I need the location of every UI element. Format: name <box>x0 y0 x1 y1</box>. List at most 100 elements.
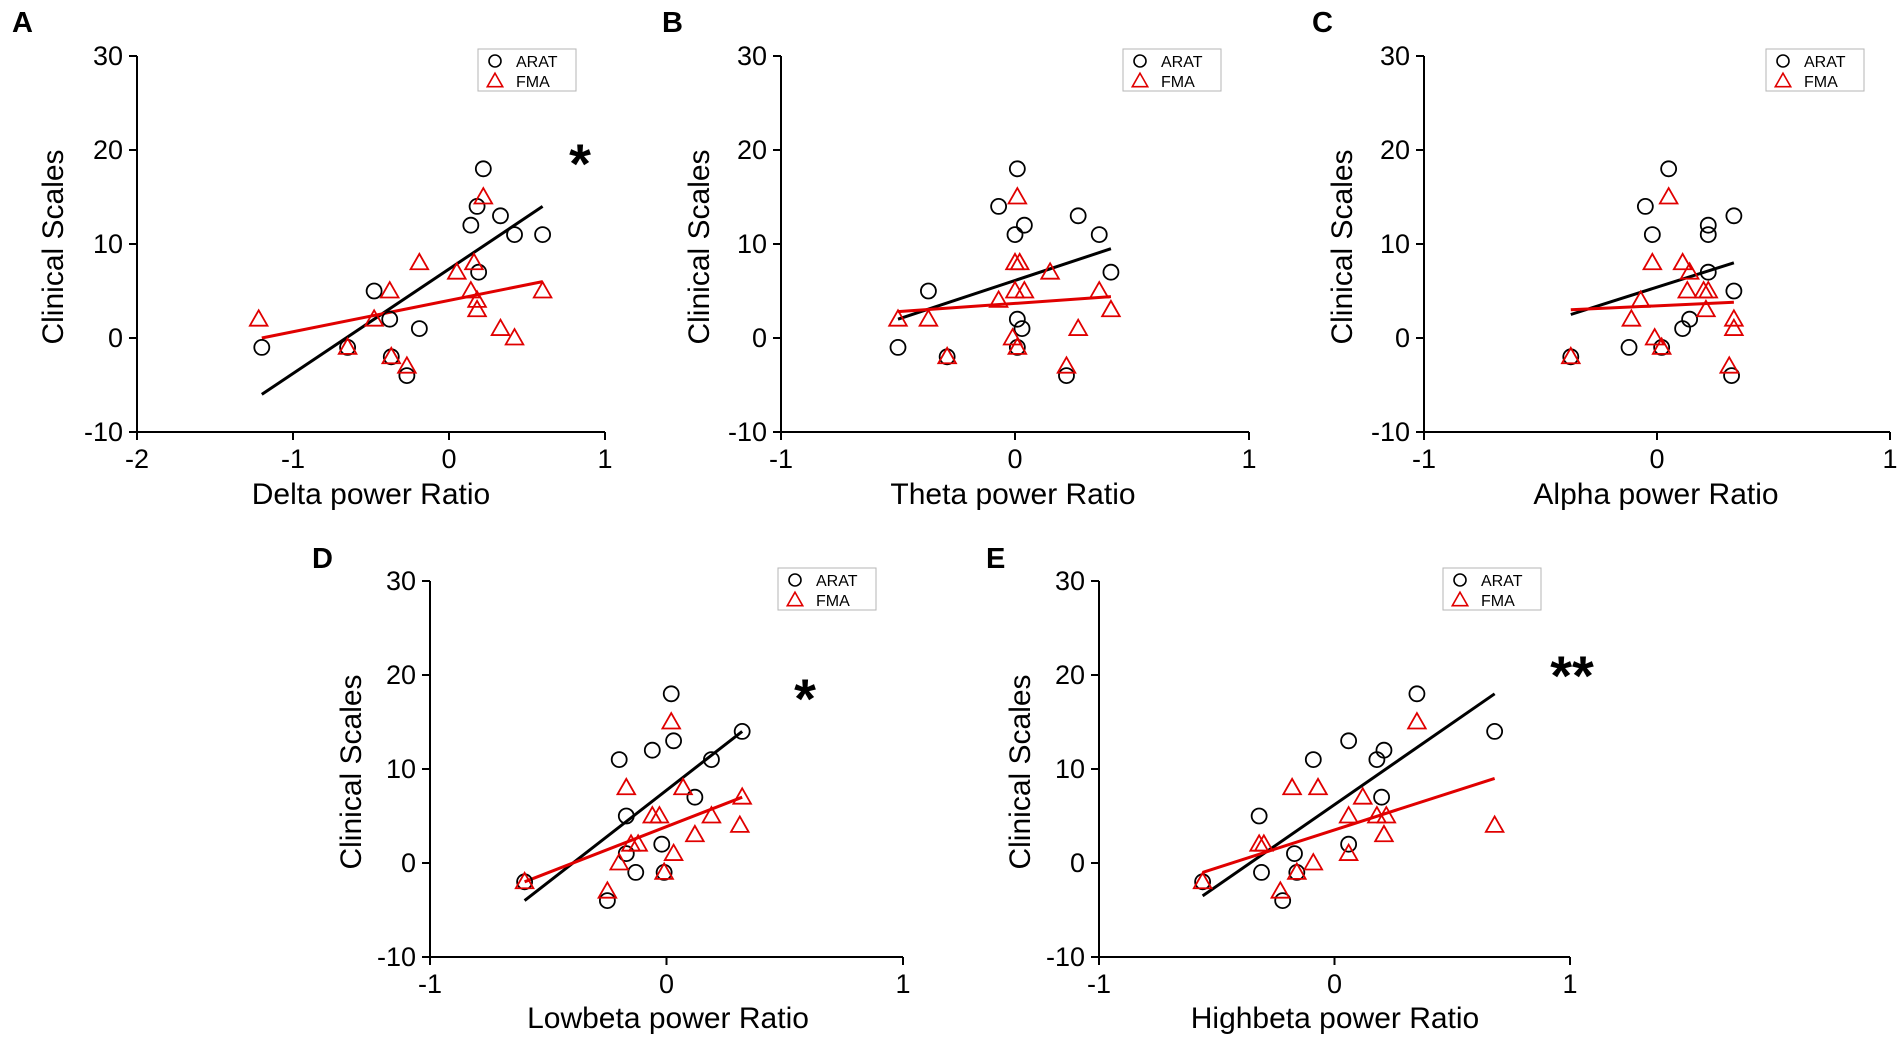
fma-point <box>1723 317 1745 336</box>
arat-point <box>1006 226 1024 244</box>
fma-fit-line <box>897 295 1112 314</box>
fma-fit-line <box>1202 776 1496 874</box>
fma-point <box>396 355 418 374</box>
arat-point <box>365 282 383 300</box>
fma-point <box>1006 186 1028 205</box>
x-axis-title: Alpha power Ratio <box>1533 478 1778 511</box>
y-tick-label: 20 <box>386 660 416 690</box>
y-tick-label: 0 <box>1395 323 1410 353</box>
y-tick-label: 30 <box>1380 41 1410 71</box>
x-axis-title: Lowbeta power Ratio <box>527 1002 809 1035</box>
legend-arat-marker <box>1776 54 1790 68</box>
fma-point <box>701 805 722 824</box>
arat-point <box>1253 864 1270 881</box>
legend-arat-marker <box>488 54 502 68</box>
arat-point <box>410 320 428 338</box>
fma-point <box>532 280 553 299</box>
fma-point <box>1375 805 1397 824</box>
fma-point <box>887 308 909 327</box>
fma-point <box>653 861 675 880</box>
fma-point <box>1352 786 1374 805</box>
y-tick-label: 10 <box>93 229 123 259</box>
y-tick-label: -10 <box>1371 417 1410 447</box>
x-tick-label: -1 <box>281 444 305 474</box>
x-axis-title: Delta power Ratio <box>252 478 490 511</box>
x-tick-label: 0 <box>659 969 674 999</box>
y-tick-label: 0 <box>401 848 416 878</box>
y-tick-label: 20 <box>1055 660 1085 690</box>
arat-point <box>643 741 661 759</box>
y-tick-label: 10 <box>1055 754 1085 784</box>
fma-point <box>466 289 488 308</box>
y-axis-title: Clinical Scales <box>1326 149 1359 344</box>
fma-point <box>1676 280 1698 299</box>
fma-point <box>409 252 430 271</box>
legend-fma-label: FMA <box>1481 593 1515 610</box>
legend-arat-label: ARAT <box>1481 573 1523 590</box>
arat-fit-line <box>1201 692 1496 898</box>
fma-point <box>466 299 488 318</box>
arat-point <box>617 807 635 825</box>
arat-point <box>1250 807 1268 825</box>
significance-marker: ** <box>1550 644 1594 707</box>
fma-point <box>1651 336 1673 355</box>
y-tick-label: -10 <box>84 417 123 447</box>
legend-fma-marker <box>1130 71 1150 88</box>
panel-B: B Theta power Ratio Clinical Scales -100… <box>662 7 1257 511</box>
arat-point <box>1725 207 1743 225</box>
legend-box <box>777 567 877 611</box>
legend-fma-label: FMA <box>1161 74 1195 91</box>
x-axis-title: Highbeta power Ratio <box>1191 1002 1480 1035</box>
fma-point <box>684 824 706 843</box>
y-tick-label: 20 <box>737 135 767 165</box>
legend-fma-label: FMA <box>816 593 850 610</box>
fma-fit-line <box>261 280 543 340</box>
fma-point <box>1307 777 1329 796</box>
legend-arat-marker <box>1133 54 1147 68</box>
panel-letter-E: E <box>986 543 1005 575</box>
legend-fma-marker <box>1450 590 1470 607</box>
fma-point <box>248 308 270 327</box>
arat-point <box>920 282 937 300</box>
significance-marker: * <box>794 667 816 730</box>
legend-fma-label: FMA <box>1804 74 1838 91</box>
fma-point <box>463 252 485 271</box>
panel-C: C Alpha power Ratio Clinical Scales -100… <box>1312 7 1898 511</box>
arat-point <box>462 216 480 234</box>
y-axis-title: Clinical Scales <box>335 674 368 869</box>
arat-point <box>1723 367 1740 385</box>
fma-point <box>672 777 694 796</box>
significance-marker: * <box>569 132 591 195</box>
fma-point <box>1697 280 1719 299</box>
fma-point <box>1039 261 1061 280</box>
x-tick-label: 0 <box>1007 444 1022 474</box>
arat-point <box>1058 367 1075 385</box>
fma-point <box>1644 327 1666 346</box>
fma-point <box>472 186 494 205</box>
fma-point <box>490 317 511 336</box>
x-tick-label: 1 <box>597 444 612 474</box>
fma-point <box>1006 336 1028 355</box>
panel-E: E Highbeta power Ratio Clinical Scales *… <box>986 543 1594 1035</box>
arat-point <box>1643 226 1661 244</box>
y-tick-label: 30 <box>737 41 767 71</box>
fma-point <box>1621 308 1642 327</box>
fma-point <box>1338 842 1359 861</box>
y-tick-label: 30 <box>1055 566 1085 596</box>
fma-point <box>1641 252 1663 271</box>
arat-point <box>610 751 628 768</box>
fma-point <box>1672 252 1693 271</box>
arat-point <box>474 160 492 178</box>
panel-A: A Delta power Ratio Clinical Scales * -1… <box>12 7 613 511</box>
arat-point <box>1725 282 1743 300</box>
arat-point <box>627 864 645 881</box>
legend-arat-marker <box>1453 573 1467 587</box>
fma-point <box>337 336 358 355</box>
x-tick-label: 1 <box>1562 969 1577 999</box>
arat-point <box>381 310 399 328</box>
fma-point <box>1679 261 1700 280</box>
fma-point <box>936 346 958 365</box>
arat-point <box>990 197 1008 215</box>
y-tick-label: 0 <box>108 323 123 353</box>
fma-point <box>1658 186 1680 205</box>
